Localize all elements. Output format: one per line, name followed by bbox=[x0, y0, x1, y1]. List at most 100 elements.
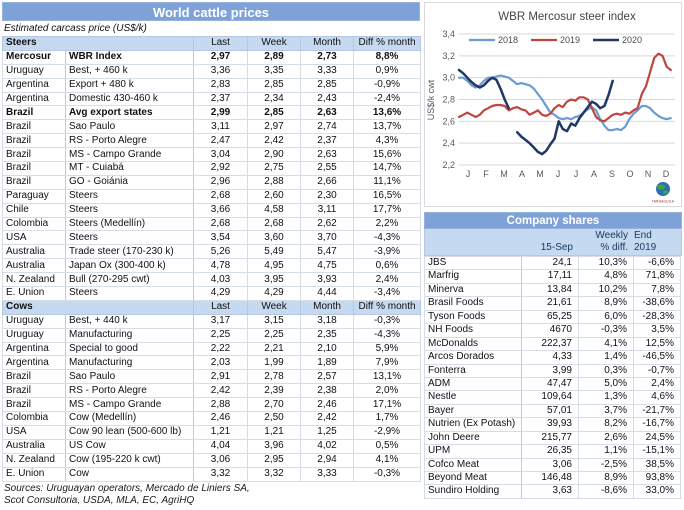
company-price-cell: 26,35 bbox=[522, 444, 579, 458]
steer-index-chart: 2,2 2,4 2,6 2,8 3,0 3,2 3,4 J F M A M J J A S O N D WBR Mer… bbox=[426, 11, 675, 204]
company-header-blank bbox=[425, 229, 522, 255]
company-price-cell: 65,25 bbox=[522, 309, 579, 324]
price-row: Brazil GO - Goiánia 2,96 2,88 2,66 11,1% bbox=[2, 174, 422, 190]
category-cell: RS - Porto Alegre bbox=[64, 133, 195, 149]
company-row: ADM 47,47 5,0% 2,4% bbox=[425, 376, 682, 391]
last-cell: 2,68 bbox=[193, 216, 249, 232]
price-row: Uruguay Best, + 440 k 3,17 3,15 3,18 -0,3% bbox=[2, 313, 422, 329]
sources-note: Sources: Uruguayan operators, Mercado de… bbox=[2, 482, 420, 507]
country-cell: Brazil bbox=[2, 397, 66, 413]
last-cell: 3,66 bbox=[193, 202, 249, 218]
last-cell: 2,91 bbox=[193, 369, 249, 385]
company-end2019-cell: 33,0% bbox=[634, 484, 681, 498]
company-name-cell: NH Foods bbox=[425, 323, 522, 337]
diff-cell: 5,9% bbox=[353, 341, 422, 357]
price-row: Argentina Domestic 430-460 k 2,37 2,34 2,43-… bbox=[2, 91, 422, 107]
last-cell: 5,26 bbox=[193, 244, 249, 260]
company-shares-panel: Company shares 15-Sep Weekly % diff. End… bbox=[424, 212, 682, 499]
x-tick-label: F bbox=[483, 169, 489, 179]
week-cell: 2,89 bbox=[247, 49, 302, 65]
diff-cell: 0,9% bbox=[353, 63, 422, 79]
category-cell: Bull (270-295 cwt) bbox=[64, 272, 195, 288]
column-header: Week bbox=[247, 36, 302, 51]
company-row: McDonalds 222,37 4,1% 12,5% bbox=[425, 336, 682, 351]
last-cell: 4,04 bbox=[193, 438, 249, 454]
y-tick-label: 2,4 bbox=[442, 138, 455, 148]
week-cell: 2,42 bbox=[247, 133, 302, 149]
company-row: Nestle 109,64 1,3% 4,6% bbox=[425, 390, 682, 404]
company-weekly-cell: 1,1% bbox=[579, 444, 634, 458]
month-cell: 2,57 bbox=[300, 369, 355, 385]
country-cell: Argentina bbox=[2, 77, 66, 93]
week-cell: 2,75 bbox=[247, 161, 302, 176]
country-cell: USA bbox=[2, 424, 66, 440]
month-cell: 1,25 bbox=[300, 424, 355, 440]
diff-cell: -2,9% bbox=[353, 424, 422, 440]
country-cell: Brazil bbox=[2, 383, 66, 399]
last-cell: 2,22 bbox=[193, 341, 249, 357]
y-tick-label: 3,2 bbox=[442, 51, 455, 61]
week-cell: 3,15 bbox=[247, 313, 302, 329]
x-tick-label: S bbox=[609, 169, 615, 179]
week-cell: 2,85 bbox=[247, 105, 302, 121]
company-price-cell: 47,47 bbox=[522, 376, 579, 391]
last-cell: 3,06 bbox=[193, 452, 249, 468]
country-cell: USA bbox=[2, 230, 66, 246]
price-row: Uruguay Best, + 460 k 3,36 3,35 3,33 0,9% bbox=[2, 63, 422, 79]
company-end2019-cell: 12,5% bbox=[634, 336, 681, 351]
week-cell: 2,60 bbox=[247, 188, 302, 204]
y-tick-label: 3,0 bbox=[442, 73, 455, 83]
company-weekly-cell: 4,8% bbox=[579, 269, 634, 283]
company-name-cell: Fonterra bbox=[425, 363, 522, 377]
month-cell: 5,47 bbox=[300, 244, 355, 260]
last-cell: 4,78 bbox=[193, 258, 249, 274]
x-tick-label: J bbox=[574, 169, 579, 179]
price-row: Brazil Sao Paulo 2,91 2,78 2,57 13,1% bbox=[2, 369, 422, 385]
category-cell: Sao Paulo bbox=[64, 369, 195, 385]
category-cell: Avg export states bbox=[64, 105, 195, 121]
company-price-cell: 39,93 bbox=[522, 417, 579, 431]
category-cell: WBR Index bbox=[64, 49, 195, 65]
x-tick-label: D bbox=[663, 169, 670, 179]
week-cell: 2,97 bbox=[247, 119, 302, 135]
company-price-cell: 3,06 bbox=[522, 457, 579, 471]
diff-cell: 16,5% bbox=[353, 188, 422, 204]
category-cell: Sao Paulo bbox=[64, 119, 195, 135]
month-cell: 2,46 bbox=[300, 397, 355, 413]
last-cell: 2,03 bbox=[193, 355, 249, 371]
company-end2019-cell: -15,1% bbox=[634, 444, 681, 458]
diff-cell: 17,1% bbox=[353, 397, 422, 413]
company-weekly-cell: -0,3% bbox=[579, 323, 634, 337]
category-cell: Special to good bbox=[64, 341, 195, 357]
category-cell: Cow 90 lean (500-600 lb) bbox=[64, 424, 195, 440]
diff-cell: -0,3% bbox=[353, 466, 422, 482]
category-cell: GO - Goiánia bbox=[64, 174, 195, 190]
diff-cell: 2,4% bbox=[353, 272, 422, 288]
world-cattle-prices-panel: World cattle prices Estimated carcass pr… bbox=[1, 2, 422, 507]
company-weekly-cell: 1,4% bbox=[579, 350, 634, 364]
x-tick-label: O bbox=[626, 169, 633, 179]
month-cell: 2,62 bbox=[300, 216, 355, 232]
week-cell: 2,78 bbox=[247, 369, 302, 385]
price-row: Brazil MS - Campo Grande 3,04 2,90 2,63 15,6% bbox=[2, 147, 422, 163]
month-cell: 2,63 bbox=[300, 147, 355, 163]
sources-line-2: Scot Consultoria, USDA, MLA, EC, AgriHQ bbox=[4, 494, 195, 506]
company-price-cell: 17,11 bbox=[522, 269, 579, 283]
category-cell: Best, + 460 k bbox=[64, 63, 195, 79]
company-end2019-cell: -21,7% bbox=[634, 403, 681, 418]
diff-cell: -0,9% bbox=[353, 77, 422, 93]
country-cell: Brazil bbox=[2, 147, 66, 163]
price-row: Brazil Sao Paulo 3,11 2,97 2,74 13,7% bbox=[2, 119, 422, 135]
company-row: NH Foods 4670 -0,3% 3,5% bbox=[425, 323, 682, 337]
company-end2019-cell: 2,4% bbox=[634, 376, 681, 391]
diff-cell: 0,5% bbox=[353, 438, 422, 454]
month-cell: 4,44 bbox=[300, 286, 355, 301]
column-header: Last bbox=[193, 299, 249, 315]
company-name-cell: Brasil Foods bbox=[425, 296, 522, 310]
diff-cell: -2,4% bbox=[353, 91, 422, 107]
month-cell: 2,66 bbox=[300, 174, 355, 190]
x-tick-label: A bbox=[591, 169, 597, 179]
company-header-end2019: End 2019 bbox=[634, 230, 657, 253]
diff-cell: 4,1% bbox=[353, 452, 422, 468]
price-row: Brazil MT - Cuiabá 2,92 2,75 2,55 14,7% bbox=[2, 161, 422, 176]
